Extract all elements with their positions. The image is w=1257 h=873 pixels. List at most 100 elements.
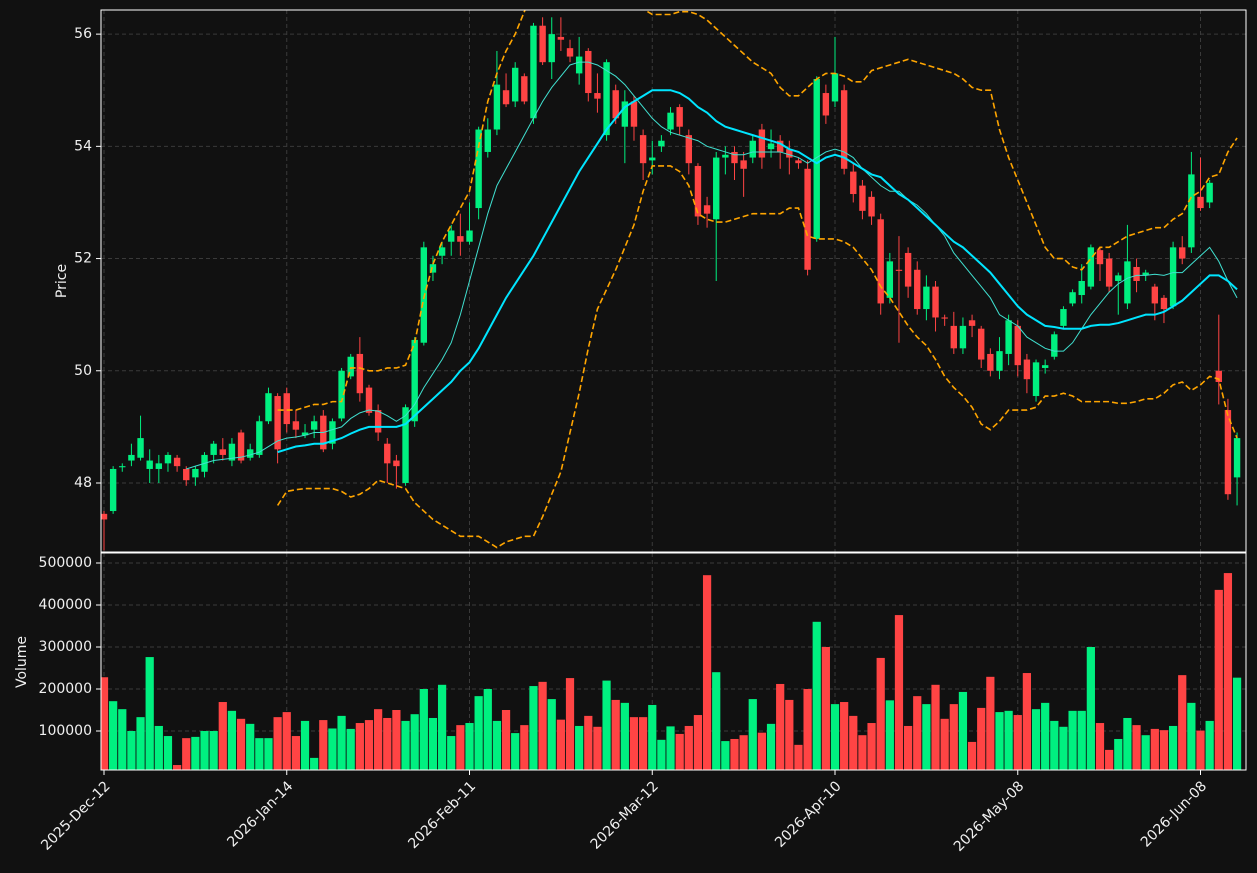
volume-bar [191,736,200,770]
candle-body [941,317,948,319]
candle-body [594,93,601,99]
volume-bar [721,741,730,770]
candle-body [1096,250,1104,265]
volume-bar [182,738,191,770]
volume-bar [903,725,913,770]
price-frame [100,9,1247,553]
candle-body [530,25,537,119]
candle-body [713,157,720,220]
candle-body [128,454,135,461]
volume-bar [310,757,319,770]
volume-bar [520,725,529,770]
overlay-line [276,165,1238,549]
candle-body [146,460,153,469]
volume-bar [1050,720,1059,770]
volume-bar [913,696,922,770]
candle-body [1233,438,1241,478]
volume-bar [383,717,392,770]
volume-bar [1004,710,1013,770]
candle-body [511,67,519,102]
candle-body [210,443,217,455]
volume-bar [785,699,794,770]
y-tick-label: 50 [74,363,92,379]
candle-body [1023,359,1031,380]
candle-body [658,140,665,147]
volume-bar [483,689,492,770]
candle-body [192,468,199,478]
volume-bar [648,704,657,770]
candle-body [1060,309,1067,326]
candle-body [1041,365,1049,368]
volume-bar [282,712,291,770]
volume-bar [639,717,648,770]
candle-body [694,165,702,217]
volume-bar [958,691,968,770]
candle-body [1032,362,1040,397]
volume-bar [812,621,821,770]
volume-frame [100,552,1247,771]
volume-bar [556,719,565,770]
candle-body [795,160,802,164]
candle-body [776,140,784,152]
candle-body [539,25,546,63]
candle-body [585,50,592,94]
volume-bar [355,723,364,770]
volume-bar [565,678,575,770]
y-tick-label: 52 [74,251,92,267]
candle-body [557,36,565,40]
volume-bar [757,732,767,770]
candle-body [466,230,473,242]
candle-body [612,90,619,119]
candle-body [1087,247,1095,287]
volume-bar [867,723,876,770]
candle-body [932,286,939,318]
volume-bar [1022,673,1032,770]
candle-body [621,101,629,127]
volume-bar [1232,677,1242,770]
candle-body [731,151,738,164]
candle-body [457,236,464,242]
candle-body [831,73,839,102]
overlay-line [277,89,1238,454]
volume-bar [1168,725,1178,770]
volume-bar [885,700,894,770]
candle-body [1124,261,1131,304]
candle-body [1078,281,1085,296]
candle-body [219,449,226,455]
candle-body [548,34,555,63]
volume-bar [830,704,840,770]
volume-bar [218,702,227,770]
candle-body [804,168,811,270]
volume-bar [511,733,520,770]
volume-bar [264,738,273,770]
volume-bar [794,744,803,770]
candle-body [649,157,656,161]
volume-bar [136,717,145,770]
volume-bar [428,717,438,770]
candle-body [521,76,528,102]
candle-body [1151,286,1159,304]
volume-bar [684,725,693,770]
candle-body [740,160,747,169]
volume-bar [922,704,931,770]
candle-body [1014,325,1021,366]
volume-tick-label: 100000 [39,723,92,739]
candle-body [566,48,574,57]
volume-bar [1150,728,1159,770]
candle-body [374,410,382,433]
candle-body [1224,410,1232,495]
volume-bar [1178,675,1187,770]
candle-body [639,135,647,164]
candle-body [1105,258,1113,287]
volume-bar [1187,702,1196,770]
candle-body [722,154,729,158]
volume-bar [291,736,301,770]
candle-body [256,421,263,455]
volume-bar [200,731,209,770]
grid [96,10,1246,775]
volume-bar [109,701,118,770]
volume-bar [246,723,255,770]
candle-body [237,432,245,461]
volume-tick-label: 400000 [39,597,92,613]
